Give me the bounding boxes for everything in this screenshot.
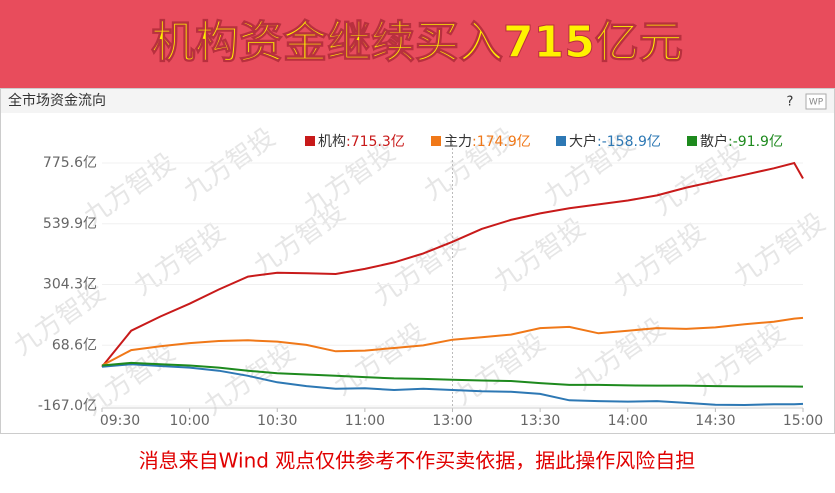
legend-entry: 主力:174.9亿 (444, 134, 531, 150)
panel-header (1, 89, 834, 113)
legend-entry: 机构:715.3亿 (318, 134, 405, 150)
legend-value: :-158.9亿 (597, 134, 661, 150)
x-tick-label: 13:30 (520, 413, 560, 429)
disclaimer: 消息来自Wind 观点仅供参考不作买卖依据，据此操作风险自担 (139, 449, 696, 473)
help-icon[interactable]: ? (787, 95, 794, 110)
y-tick-label: 539.9亿 (43, 216, 97, 232)
panel-title: 全市场资金流向 (8, 92, 106, 109)
legend-entry: 散户:-91.9亿 (700, 133, 783, 150)
legend-value: :-91.9亿 (728, 134, 783, 150)
legend-swatch (431, 136, 441, 146)
x-tick-label: 13:00 (432, 413, 472, 429)
y-tick-label: -167.0亿 (38, 398, 97, 414)
y-tick-label: 775.6亿 (43, 155, 97, 171)
legend-swatch (556, 136, 566, 146)
x-tick-label: 14:30 (695, 413, 735, 429)
legend-name: 大户 (569, 133, 597, 150)
series-line (101, 361, 804, 388)
banner (0, 0, 835, 88)
series-line (101, 316, 804, 367)
legend-value: :174.9亿 (472, 134, 531, 150)
legend-name: 散户 (700, 133, 728, 150)
badge-box[interactable] (805, 93, 827, 110)
x-tick-label: 10:30 (257, 413, 297, 429)
legend-swatch (305, 136, 315, 146)
x-tick-label: 14:00 (608, 413, 648, 429)
x-tick-label: 09:30 (100, 413, 140, 429)
legend-name: 主力 (444, 134, 472, 150)
legend-name: 机构 (318, 134, 346, 150)
legend-value: :715.3亿 (346, 134, 405, 150)
x-tick-label: 10:00 (169, 413, 209, 429)
legend-swatch (687, 136, 697, 146)
plot: -167.0亿 68.6亿 304.3亿 539.9亿 775.6亿 09:30 10:00… (38, 133, 823, 429)
legend-entry: 大户:-158.9亿 (569, 133, 661, 150)
banner-title: 机构资金继续买入715亿元 (151, 17, 683, 68)
badge[interactable]: WP (809, 98, 824, 108)
x-tick-label: 11:00 (345, 413, 385, 429)
x-tick-label: 15:00 (783, 413, 823, 429)
y-tick-label: 68.6亿 (52, 337, 97, 353)
y-tick-label: 304.3亿 (43, 277, 97, 293)
series-line (101, 363, 804, 407)
series-line (101, 161, 804, 368)
